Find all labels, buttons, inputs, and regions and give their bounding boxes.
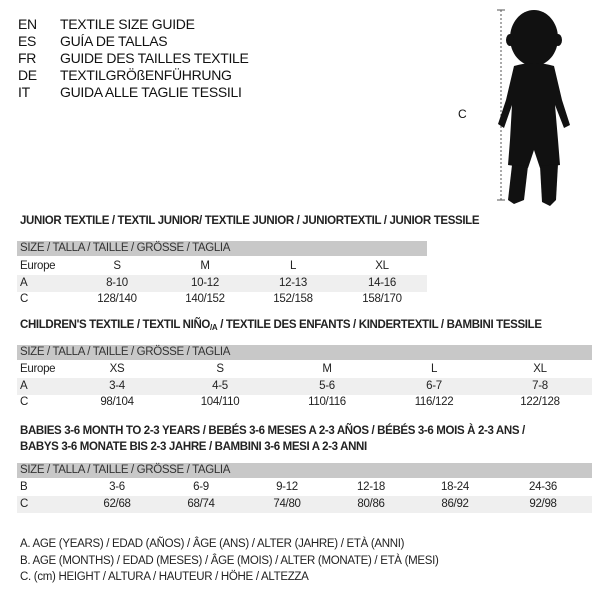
table-cell: 4-5: [212, 380, 228, 392]
lang-title: TEXTILGRÖßENFÜHRUNG: [60, 67, 232, 83]
row-label: Europe: [20, 260, 56, 272]
junior-section-title: JUNIOR TEXTILE / TEXTIL JUNIOR/ TEXTILE …: [20, 215, 480, 227]
babies-section-title-line2: BABYS 3-6 MONATE BIS 2-3 JAHRE / BAMBINI…: [20, 441, 367, 453]
row-label: C: [20, 396, 29, 408]
junior-size-header: SIZE / TALLA / TAILLE / GRÖSSE / TAGLIA: [17, 241, 427, 256]
table-cell: 10-12: [191, 277, 219, 289]
table-cell: S: [113, 260, 121, 272]
table-cell: 62/68: [103, 498, 131, 510]
table-cell: 128/140: [97, 293, 137, 305]
table-cell: 6-9: [193, 481, 209, 493]
row-label: Europe: [20, 363, 56, 375]
table-row: C 62/68 68/74 74/80 80/86 86/92 92/98: [17, 496, 592, 513]
title-sub: /A: [210, 323, 218, 332]
table-cell: 18-24: [441, 481, 469, 493]
title-de: DE TEXTILGRÖßENFÜHRUNG: [18, 67, 232, 84]
height-measure-label: C: [458, 107, 467, 121]
lang-title: GUÍA DE TALLAS: [60, 33, 168, 49]
table-cell: L: [289, 260, 297, 272]
row-label: C: [20, 293, 29, 305]
row-label: A: [20, 277, 28, 289]
table-cell: 116/122: [414, 396, 454, 408]
table-cell: 3-6: [109, 481, 125, 493]
lang-code: EN: [18, 16, 37, 32]
table-cell: 8-10: [106, 277, 128, 289]
table-cell: 24-36: [529, 481, 557, 493]
table-cell: XL: [375, 260, 389, 272]
lang-code: DE: [18, 67, 37, 83]
title-es: ES GUÍA DE TALLAS: [18, 33, 168, 50]
table-row: C 98/104 104/110 110/116 116/122 122/128: [17, 394, 592, 411]
babies-section-title-line1: BABIES 3-6 MONTH TO 2-3 YEARS / BEBÉS 3-…: [20, 425, 525, 437]
table-row: Europe S M L XL: [17, 258, 427, 275]
table-cell: 158/170: [362, 293, 402, 305]
lang-code: ES: [18, 33, 37, 49]
row-label: C: [20, 498, 29, 510]
table-cell: 6-7: [426, 380, 442, 392]
lang-title: TEXTILE SIZE GUIDE: [60, 16, 195, 32]
table-row: Europe XS S M L XL: [17, 361, 592, 378]
lang-code: FR: [18, 50, 37, 66]
title-it: IT GUIDA ALLE TAGLIE TESSILI: [18, 84, 242, 101]
lang-title: GUIDA ALLE TAGLIE TESSILI: [60, 84, 242, 100]
table-cell: 98/104: [100, 396, 134, 408]
table-cell: L: [430, 363, 438, 375]
table-cell: XS: [109, 363, 125, 375]
row-label: B: [20, 481, 28, 493]
legend-c: C. (cm) HEIGHT / ALTURA / HAUTEUR / HÖHE…: [20, 571, 309, 583]
table-cell: 104/110: [200, 396, 240, 408]
table-cell: 152/158: [273, 293, 313, 305]
table-cell: M: [200, 260, 210, 272]
table-cell: XL: [533, 363, 547, 375]
table-cell: 9-12: [276, 481, 298, 493]
legend-b: B. AGE (MONTHS) / EDAD (MESES) / ÂGE (MO…: [20, 555, 439, 567]
lang-code: IT: [18, 84, 30, 100]
table-cell: 122/128: [520, 396, 560, 408]
title-en: EN TEXTILE SIZE GUIDE: [18, 16, 195, 33]
child-silhouette-icon: [497, 9, 570, 206]
table-cell: 74/80: [273, 498, 301, 510]
table-cell: 12-18: [357, 481, 385, 493]
table-cell: S: [216, 363, 224, 375]
table-cell: 7-8: [532, 380, 548, 392]
table-cell: 5-6: [319, 380, 335, 392]
table-cell: 92/98: [529, 498, 557, 510]
table-cell: 110/116: [308, 396, 346, 408]
table-cell: 3-4: [109, 380, 125, 392]
table-cell: 68/74: [187, 498, 215, 510]
lang-title: GUIDE DES TAILLES TEXTILE: [60, 50, 249, 66]
table-cell: M: [322, 363, 332, 375]
row-label: A: [20, 380, 28, 392]
table-cell: 80/86: [357, 498, 385, 510]
table-row: B 3-6 6-9 9-12 12-18 18-24 24-36: [17, 479, 592, 496]
table-cell: 86/92: [441, 498, 469, 510]
table-cell: 14-16: [368, 277, 396, 289]
table-cell: 12-13: [279, 277, 307, 289]
title-part: / TEXTILE DES ENFANTS / KINDERTEXTIL / B…: [217, 319, 542, 331]
legend-a: A. AGE (YEARS) / EDAD (AÑOS) / ÂGE (ANS)…: [20, 538, 405, 550]
table-cell: 140/152: [185, 293, 225, 305]
children-size-header: SIZE / TALLA / TAILLE / GRÖSSE / TAGLIA: [17, 345, 592, 360]
children-section-title: CHILDREN'S TEXTILE / TEXTIL NIÑO/A / TEX…: [20, 319, 542, 332]
table-row: A 8-10 10-12 12-13 14-16: [17, 275, 427, 292]
title-fr: FR GUIDE DES TAILLES TEXTILE: [18, 50, 249, 67]
title-part: CHILDREN'S TEXTILE / TEXTIL NIÑO: [20, 319, 211, 331]
babies-size-header: SIZE / TALLA / TAILLE / GRÖSSE / TAGLIA: [17, 463, 592, 478]
table-row: A 3-4 4-5 5-6 6-7 7-8: [17, 378, 592, 395]
table-row: C 128/140 140/152 152/158 158/170: [17, 291, 427, 308]
